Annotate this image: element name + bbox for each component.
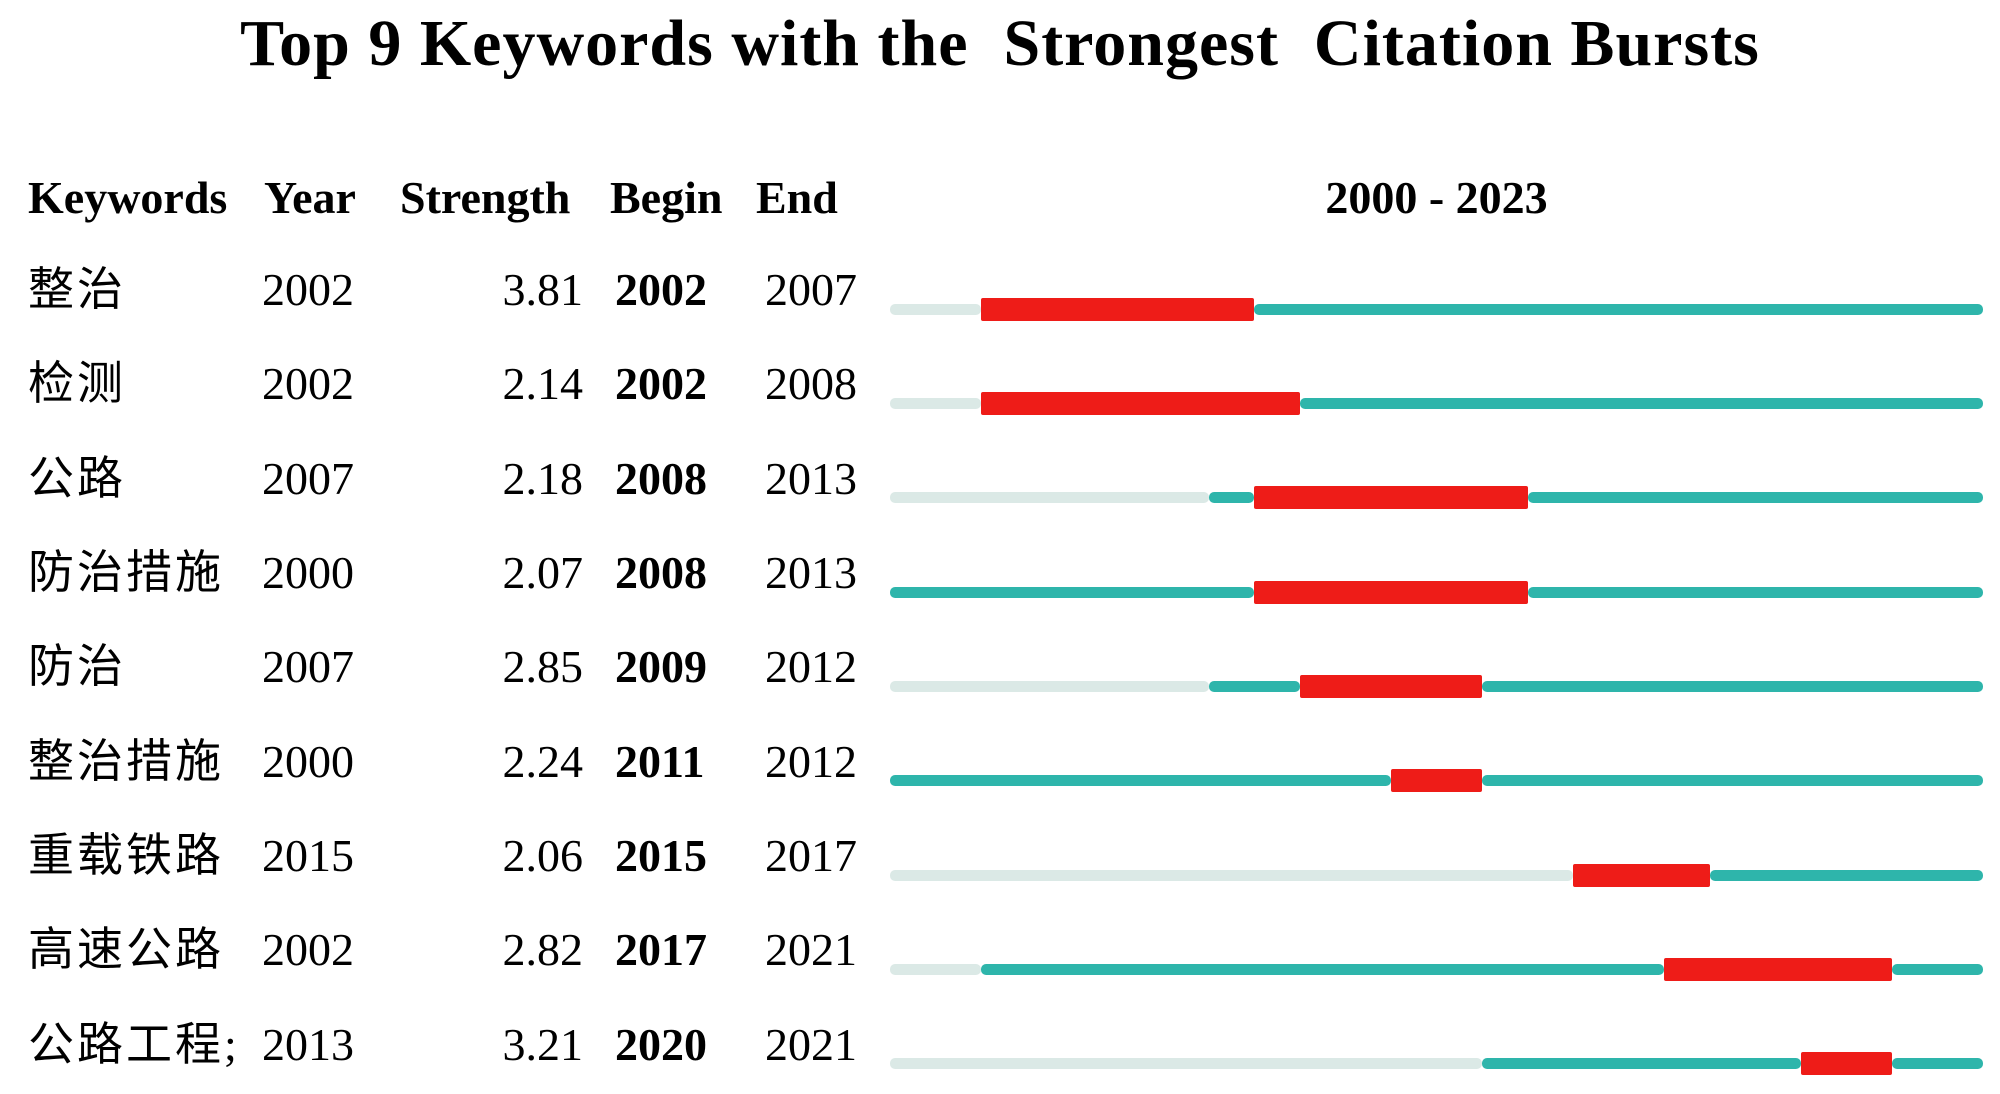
column-header-begin: Begin [610, 172, 723, 223]
year-cell: 2007 [262, 452, 354, 504]
end-cell: 2021 [765, 1018, 857, 1070]
pre-period-segment [890, 492, 1209, 504]
active-segment [1482, 1058, 1801, 1070]
active-segment [981, 963, 1665, 975]
active-segment [1254, 303, 1983, 315]
end-cell: 2017 [765, 830, 857, 882]
table-row: 整治 2002 3.81 2002 2007 [0, 252, 2000, 328]
column-header-year: Year [264, 172, 356, 223]
year-cell: 2002 [262, 924, 354, 976]
active-segment [890, 775, 1391, 787]
table-row: 高速公路 2002 2.82 2017 2021 [0, 912, 2000, 988]
burst-segment [1573, 863, 1710, 887]
keyword-cell: 公路 [28, 452, 126, 504]
strength-cell: 2.14 [502, 358, 584, 410]
begin-cell: 2009 [615, 641, 707, 693]
begin-cell: 2011 [615, 735, 705, 787]
begin-cell: 2002 [615, 264, 707, 315]
begin-cell: 2008 [615, 452, 707, 504]
keyword-cell: 高速公路 [28, 924, 224, 976]
active-segment [890, 586, 1255, 598]
keyword-cell: 防治措施 [28, 547, 224, 599]
active-segment [1527, 586, 1983, 598]
active-segment [1208, 680, 1300, 692]
table-row: 检测 2002 2.14 2002 2008 [0, 346, 2000, 422]
strength-cell: 2.85 [502, 641, 584, 693]
strength-cell: 3.21 [502, 1018, 584, 1070]
keyword-cell: 整治措施 [28, 735, 224, 787]
end-cell: 2021 [765, 924, 857, 976]
burst-segment [1254, 486, 1528, 510]
table-row: 整治措施 2000 2.24 2011 2012 [0, 724, 2000, 800]
table-row: 重载铁路 2015 2.06 2015 2017 [0, 818, 2000, 894]
column-header-end: End [756, 172, 838, 223]
burst-segment [1254, 580, 1528, 604]
begin-cell: 2017 [615, 924, 707, 976]
year-cell: 2000 [262, 735, 354, 787]
active-segment [1527, 492, 1983, 504]
keyword-cell: 公路工程; [28, 1018, 240, 1070]
table-row: 防治 2007 2.85 2009 2012 [0, 629, 2000, 705]
keyword-cell: 整治 [28, 264, 126, 315]
burst-segment [1800, 1052, 1892, 1076]
keyword-cell: 检测 [28, 358, 126, 410]
pre-period-segment [890, 1058, 1483, 1070]
active-segment [1709, 869, 1983, 881]
active-segment [1299, 397, 1983, 409]
begin-cell: 2002 [615, 358, 707, 410]
table-row: 防治措施 2000 2.07 2008 2013 [0, 535, 2000, 611]
column-header-strength: Strength [400, 172, 571, 223]
pre-period-segment [890, 963, 982, 975]
end-cell: 2013 [765, 452, 857, 504]
strength-cell: 2.24 [502, 735, 584, 787]
pre-period-segment [890, 869, 1574, 881]
column-header-keywords: Keywords [28, 172, 228, 223]
strength-cell: 2.06 [502, 830, 584, 882]
active-segment [1208, 492, 1255, 504]
keyword-cell: 防治 [28, 641, 126, 693]
begin-cell: 2015 [615, 830, 707, 882]
begin-cell: 2008 [615, 547, 707, 599]
active-segment [1891, 1058, 1983, 1070]
active-segment [1891, 963, 1983, 975]
year-cell: 2013 [262, 1018, 354, 1070]
strength-cell: 2.18 [502, 452, 584, 504]
year-cell: 2002 [262, 358, 354, 410]
table-row: 公路 2007 2.18 2008 2013 [0, 441, 2000, 517]
strength-cell: 2.07 [502, 547, 584, 599]
year-cell: 2002 [262, 264, 354, 315]
burst-segment [1390, 769, 1483, 793]
year-cell: 2015 [262, 830, 354, 882]
burst-segment [981, 297, 1255, 321]
table-row: 公路工程; 2013 3.21 2020 2021 [0, 1007, 2000, 1083]
pre-period-segment [890, 397, 982, 409]
year-cell: 2000 [262, 547, 354, 599]
burst-segment [1664, 957, 1892, 981]
pre-period-segment [890, 303, 982, 315]
strength-cell: 3.81 [502, 264, 584, 315]
end-cell: 2007 [765, 264, 857, 315]
end-cell: 2008 [765, 358, 857, 410]
end-cell: 2012 [765, 641, 857, 693]
chart-title: Top 9 Keywords with the Strongest Citati… [240, 7, 1760, 80]
pre-period-segment [890, 680, 1209, 692]
begin-cell: 2020 [615, 1018, 707, 1070]
keyword-cell: 重载铁路 [28, 830, 224, 882]
year-cell: 2007 [262, 641, 354, 693]
burst-segment [1299, 674, 1483, 698]
burst-segment [981, 391, 1300, 415]
column-header-timeline-range: 2000 - 2023 [1325, 172, 1548, 223]
active-segment [1482, 775, 1983, 787]
active-segment [1482, 680, 1983, 692]
end-cell: 2013 [765, 547, 857, 599]
strength-cell: 2.82 [502, 924, 584, 976]
end-cell: 2012 [765, 735, 857, 787]
